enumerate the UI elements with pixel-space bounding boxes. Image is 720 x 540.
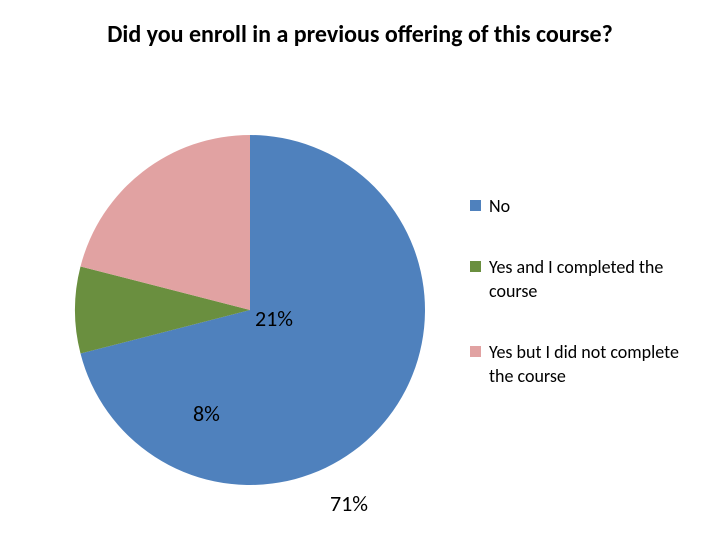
legend-swatch xyxy=(470,346,481,357)
legend-item: Yes but I did not complete the course xyxy=(470,341,690,388)
data-label: 21% xyxy=(255,305,293,332)
chart-title: Did you enroll in a previous offering of… xyxy=(0,0,720,60)
data-label: 71% xyxy=(330,490,368,517)
legend-swatch xyxy=(470,261,481,272)
data-label: 8% xyxy=(193,400,220,427)
legend-label: Yes but I did not complete the course xyxy=(489,341,690,388)
legend-label: Yes and I completed the course xyxy=(489,256,690,303)
legend-item: Yes and I completed the course xyxy=(470,256,690,303)
legend-swatch xyxy=(470,200,481,211)
legend: No Yes and I completed the course Yes but … xyxy=(470,195,690,426)
legend-item: No xyxy=(470,195,690,218)
pie-svg xyxy=(60,120,440,500)
pie-chart: 71%8%21% xyxy=(60,120,440,500)
legend-label: No xyxy=(489,195,510,218)
